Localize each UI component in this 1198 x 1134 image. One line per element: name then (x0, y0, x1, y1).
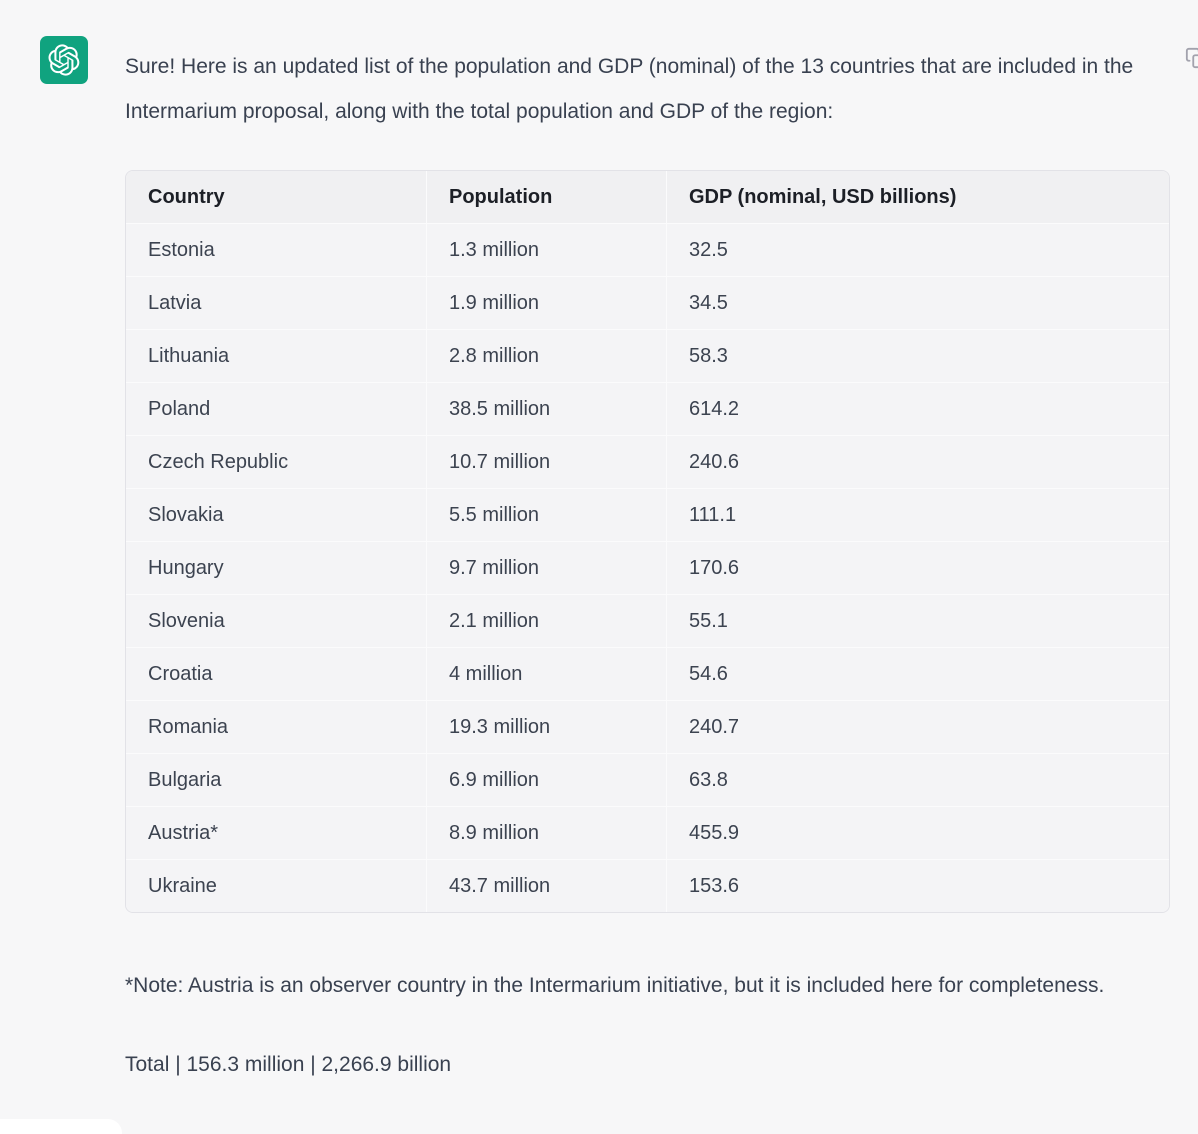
table-row-slovenia: Slovenia 2.1 million 55.1 (126, 594, 1169, 647)
cell-country: Estonia (126, 224, 426, 276)
table-row-latvia: Latvia 1.9 million 34.5 (126, 276, 1169, 329)
cell-population: 8.9 million (426, 807, 666, 859)
cell-population: 4 million (426, 648, 666, 700)
table-row-hungary: Hungary 9.7 million 170.6 (126, 541, 1169, 594)
table-row-poland: Poland 38.5 million 614.2 (126, 382, 1169, 435)
note-text: *Note: Austria is an observer country in… (125, 974, 1105, 997)
table-row-estonia: Estonia 1.3 million 32.5 (126, 223, 1169, 276)
cell-gdp: 58.3 (666, 330, 1169, 382)
cell-gdp: 153.6 (666, 860, 1169, 912)
cell-population: 2.8 million (426, 330, 666, 382)
page-bottom-edge (0, 1119, 122, 1134)
cell-country: Ukraine (126, 860, 426, 912)
cell-population: 10.7 million (426, 436, 666, 488)
cell-gdp: 32.5 (666, 224, 1169, 276)
cell-population: 38.5 million (426, 383, 666, 435)
cell-population: 43.7 million (426, 860, 666, 912)
header-gdp: GDP (nominal, USD billions) (666, 171, 1169, 223)
cell-gdp: 55.1 (666, 595, 1169, 647)
cell-gdp: 240.6 (666, 436, 1169, 488)
cell-gdp: 455.9 (666, 807, 1169, 859)
cell-country: Bulgaria (126, 754, 426, 806)
cell-country: Austria* (126, 807, 426, 859)
total-text: Total | 156.3 million | 2,266.9 billion (125, 1053, 452, 1076)
table-row-croatia: Croatia 4 million 54.6 (126, 647, 1169, 700)
table-row-slovakia: Slovakia 5.5 million 111.1 (126, 488, 1169, 541)
cell-gdp: 240.7 (666, 701, 1169, 753)
cell-country: Romania (126, 701, 426, 753)
cell-population: 9.7 million (426, 542, 666, 594)
table-row-czech-republic: Czech Republic 10.7 million 240.6 (126, 435, 1169, 488)
table-row-romania: Romania 19.3 million 240.7 (126, 700, 1169, 753)
assistant-message: Sure! Here is an updated list of the pop… (125, 44, 1171, 1087)
countries-table: Country Population GDP (nominal, USD bil… (125, 170, 1170, 913)
assistant-avatar (40, 36, 88, 84)
table-row-ukraine: Ukraine 43.7 million 153.6 (126, 859, 1169, 912)
openai-logo-icon (48, 44, 80, 76)
cell-gdp: 54.6 (666, 648, 1169, 700)
message-intro-text: Sure! Here is an updated list of the pop… (125, 55, 1134, 123)
cell-population: 6.9 million (426, 754, 666, 806)
table-row-austria: Austria* 8.9 million 455.9 (126, 806, 1169, 859)
cell-population: 1.3 million (426, 224, 666, 276)
cell-country: Slovenia (126, 595, 426, 647)
cell-country: Croatia (126, 648, 426, 700)
cell-gdp: 111.1 (666, 489, 1169, 541)
header-population: Population (426, 171, 666, 223)
cell-population: 2.1 million (426, 595, 666, 647)
cell-gdp: 34.5 (666, 277, 1169, 329)
cell-population: 1.9 million (426, 277, 666, 329)
cell-population: 5.5 million (426, 489, 666, 541)
table-row-bulgaria: Bulgaria 6.9 million 63.8 (126, 753, 1169, 806)
table-row-lithuania: Lithuania 2.8 million 58.3 (126, 329, 1169, 382)
cell-country: Latvia (126, 277, 426, 329)
cell-gdp: 63.8 (666, 754, 1169, 806)
cell-population: 19.3 million (426, 701, 666, 753)
cell-gdp: 170.6 (666, 542, 1169, 594)
copy-icon[interactable] (1184, 47, 1198, 71)
header-country: Country (126, 171, 426, 223)
cell-country: Slovakia (126, 489, 426, 541)
cell-country: Hungary (126, 542, 426, 594)
cell-country: Poland (126, 383, 426, 435)
cell-gdp: 614.2 (666, 383, 1169, 435)
cell-country: Lithuania (126, 330, 426, 382)
cell-country: Czech Republic (126, 436, 426, 488)
table-header-row: Country Population GDP (nominal, USD bil… (126, 171, 1169, 223)
